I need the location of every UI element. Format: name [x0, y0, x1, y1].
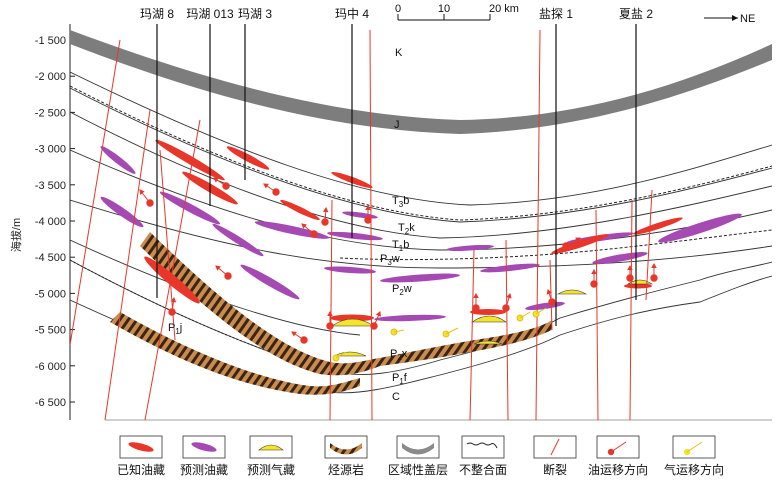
gas-migration-arrow [390, 328, 405, 336]
well-label-mahu8: 玛湖 8 [140, 6, 174, 21]
legend-item-predicted-gas: 预测气藏 [247, 435, 295, 477]
y-tick-label: -4 000 [35, 216, 66, 228]
oil-migration-arrow [263, 183, 280, 196]
faults [70, 29, 653, 420]
well-label-mahu013: 玛湖 013 [186, 6, 234, 21]
legend-label: 不整合面 [459, 462, 507, 477]
source-rock-east [380, 320, 552, 366]
y-tick-label: -5 000 [35, 288, 66, 300]
oil-migration-arrow [326, 310, 334, 330]
y-axis-ticks: -1 500 -2 000 -2 500 -3 000 -3 500 -4 000 -4 5… [35, 35, 75, 409]
gas-migration-arrow [442, 327, 459, 338]
well-label-mahu3: 玛湖 3 [238, 6, 272, 21]
direction-label: NE [740, 13, 755, 25]
section-body [70, 24, 772, 420]
oil-migration-arrow [215, 265, 232, 280]
oil-migration-arrow [650, 262, 658, 282]
y-axis-label: 海拔/m [9, 218, 23, 252]
unconformity-t [339, 229, 772, 261]
strata-label-p2w: P2w [392, 283, 412, 297]
oil-migration-arrow [321, 206, 329, 226]
direction-indicator: NE [704, 13, 755, 25]
y-tick-label: -5 500 [35, 325, 66, 337]
predicted-gas-reservoirs [331, 279, 653, 357]
y-tick-label: -4 500 [35, 252, 66, 264]
strata-label-t3b: T3b [392, 195, 409, 209]
oil-migration-arrow [139, 189, 154, 207]
y-tick-label: -6 000 [35, 361, 66, 373]
oil-migration-arrow [546, 289, 556, 306]
legend-item-cap-rock: 区域性盖层 [388, 435, 448, 477]
regional-cap-rock [70, 30, 772, 134]
well-label-mazhong4: 玛中 4 [335, 6, 369, 21]
oil-migration-arrow [168, 296, 177, 316]
unconformity-j [70, 85, 772, 221]
oil-migration-arrow [364, 204, 372, 224]
legend: 已知油藏 预测油藏 预测气藏 烃源岩 区域性盖层 不整合面 断裂 油运移方向 气运移方向 [117, 435, 724, 477]
gas-migration-arrow [532, 307, 547, 318]
legend-item-known-oil: 已知油藏 [117, 435, 165, 477]
legend-item-source-rock: 烃源岩 [324, 435, 368, 477]
oil-migration-arrow [213, 177, 230, 190]
strata-label-c: C [392, 391, 400, 403]
legend-label: 预测油藏 [180, 463, 228, 477]
unconformity-swatch-box [461, 435, 505, 459]
oil-migration-arrow [291, 331, 308, 344]
gas-migration-arrows [332, 307, 547, 362]
y-tick-label: -2 000 [35, 71, 66, 83]
cap-rock-swatch-box [396, 435, 440, 459]
source-rock-swatch-box [324, 435, 368, 459]
oil-migration-arrow [472, 292, 480, 312]
legend-item-oil-migration: 油运移方向 [588, 435, 648, 477]
strata-label-t2k: T2k [398, 222, 415, 236]
strata-label-t1b: T1b [392, 239, 409, 253]
legend-label: 气运移方向 [664, 462, 724, 477]
legend-label: 断裂 [543, 462, 567, 477]
well-lines [156, 24, 637, 326]
y-tick-label: -2 500 [35, 107, 66, 119]
y-tick-label: -6 500 [35, 397, 66, 409]
strata-labels: K J T3b T2k T1b P3w P2w P2x P1f P1j C [168, 47, 415, 403]
strata-label-p1j: P1j [168, 322, 182, 336]
oil-migration-arrows [139, 177, 658, 344]
oil-migration-arrow [626, 264, 634, 282]
strata-label-k: K [395, 47, 403, 59]
scale-label-0: 0 [395, 3, 401, 15]
well-label-xiayan2: 夏盐 2 [619, 7, 653, 21]
oil-migration-arrow [301, 223, 318, 238]
scale-bar: 0 10 20 km [395, 3, 519, 21]
oil-migration-arrow [562, 237, 581, 250]
y-tick-label: -3 500 [35, 180, 66, 192]
legend-label: 已知油藏 [117, 463, 165, 477]
legend-item-predicted-oil: 预测油藏 [180, 435, 228, 477]
scale-label-20: 20 km [489, 3, 519, 15]
gas-migration-arrow [516, 311, 531, 322]
scale-label-10: 10 [438, 3, 450, 15]
legend-item-gas-migration: 气运移方向 [664, 435, 724, 477]
oil-migration-arrow [590, 268, 598, 288]
predicted-oil-reservoirs [100, 146, 742, 322]
legend-label: 预测气藏 [247, 462, 295, 477]
gas-migration-arrow [332, 351, 347, 362]
y-tick-label: -3 000 [35, 144, 66, 156]
legend-label: 烃源岩 [328, 462, 364, 477]
strata-label-p3w: P3w [380, 253, 400, 267]
well-label-yantan1: 盐探 1 [539, 7, 573, 21]
strata-label-j: J [394, 119, 400, 131]
strata-label-p1f: P1f [392, 372, 408, 386]
unconformity-p [70, 259, 331, 371]
y-tick-label: -1 500 [35, 35, 66, 47]
legend-item-unconformity: 不整合面 [459, 435, 507, 477]
oil-migration-arrow [502, 292, 512, 312]
oil-migration-arrow [370, 311, 381, 330]
strata-label-p2x: P2x [390, 348, 408, 362]
legend-item-fault: 断裂 [533, 435, 577, 477]
legend-label: 区域性盖层 [388, 463, 448, 477]
source-rock-lower [110, 312, 360, 395]
legend-label: 油运移方向 [588, 462, 648, 477]
source-rock [140, 232, 380, 376]
well-labels: 玛湖 8 玛湖 013 玛湖 3 玛中 4 盐探 1 夏盐 2 [140, 6, 653, 21]
